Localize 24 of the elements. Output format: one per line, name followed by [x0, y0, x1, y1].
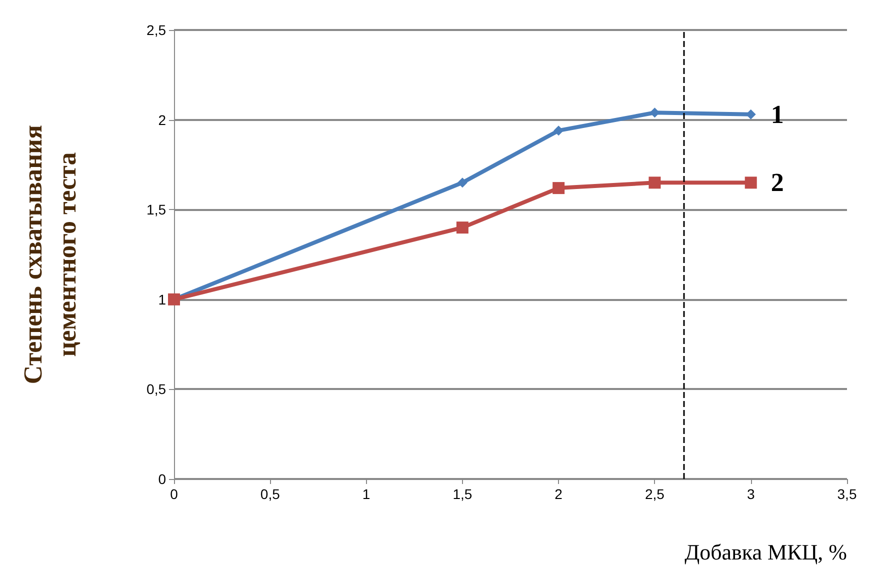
x-tick-label: 1,5 — [452, 486, 472, 502]
point — [552, 182, 565, 194]
x-axis-title: Добавка МКЦ, % — [684, 540, 847, 564]
point — [456, 222, 468, 234]
series-label: 2 — [770, 168, 784, 198]
y-tick-label: 0 — [158, 471, 166, 487]
x-tick-label: 0 — [170, 486, 178, 502]
x-tick-label: 2,5 — [644, 486, 665, 502]
y-tick-label: 2 — [158, 112, 166, 128]
y-tick-label: 1,5 — [146, 202, 166, 218]
y-tick-label: 0,5 — [146, 381, 166, 398]
x-tick-label: 3 — [746, 486, 755, 502]
x-tick-label: 1 — [362, 486, 370, 502]
point — [648, 176, 661, 189]
point — [457, 178, 468, 188]
x-tick-label: 2 — [554, 486, 563, 502]
x-tick-label: 3,5 — [837, 486, 857, 502]
point — [554, 126, 564, 136]
x-tick-label: 0,5 — [260, 486, 280, 502]
point — [744, 176, 757, 189]
y-tick-label: 1 — [158, 291, 166, 308]
y-tick-label: 2,5 — [146, 22, 166, 38]
series-label: 1 — [770, 100, 784, 129]
y-axis-title: Степень схватывания цементного теста — [18, 124, 82, 384]
